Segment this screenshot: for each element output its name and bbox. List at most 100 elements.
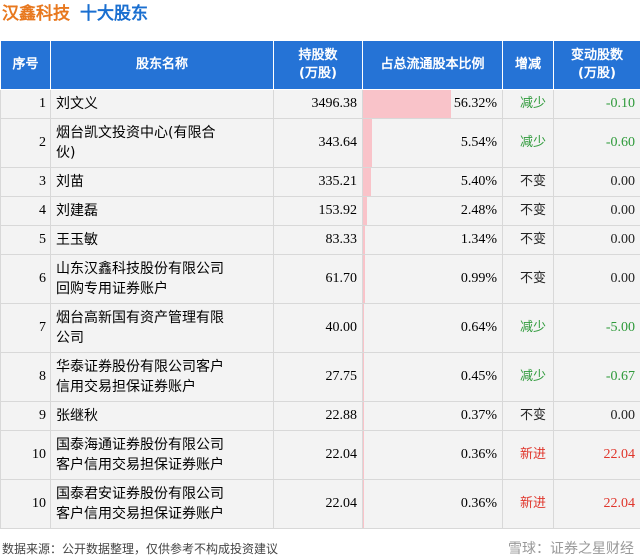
shares: 3496.38: [273, 89, 363, 119]
shareholder-name: 烟台高新国有资产管理有限公司: [56, 310, 224, 346]
ratio-bar: [363, 226, 366, 254]
ratio-cell: 1.34%: [362, 225, 503, 255]
row: 2 烟台凯文投资中心(有限合伙) 343.64 5.54% 减少 -0.60: [0, 118, 640, 168]
change-type: 不变: [502, 196, 554, 226]
shares: 343.64: [273, 118, 363, 168]
shareholder-name: 山东汉鑫科技股份有限公司回购专用证券账户: [56, 261, 224, 297]
change-type: 不变: [502, 401, 554, 431]
ratio-bar: [363, 90, 451, 118]
name-cell: 刘苗: [50, 167, 274, 197]
ratio-label: 0.36%: [460, 447, 497, 462]
ratio-label: 0.37%: [460, 408, 497, 423]
rank: 7: [0, 303, 51, 353]
name-cell: 张继秋: [50, 401, 274, 431]
column-header-line: 变动股数: [570, 48, 623, 63]
ratio-bar: [363, 431, 364, 479]
footer-source: 数据来源：公开数据整理，仅供参考不构成投资建议: [2, 542, 279, 556]
ratio-cell: 2.48%: [362, 196, 503, 226]
ratio-label: 56.32%: [453, 96, 497, 111]
column-header-line: (万股): [578, 66, 616, 81]
ratio-bar: [363, 255, 365, 303]
shareholder-name: 刘苗: [56, 174, 84, 190]
name-cell: 刘文义: [50, 89, 274, 119]
rank: 1: [0, 89, 51, 119]
shares: 153.92: [273, 196, 363, 226]
change-type: 新进: [502, 479, 554, 529]
ratio-cell: 5.54%: [362, 118, 503, 168]
rank: 10: [0, 479, 51, 529]
shareholder-table: 序号 股东名称 持股数 (万股) 占总流通股本比例 增减 变动股数 (万股) 1 刘文义 3496…: [0, 40, 640, 529]
change-type: 不变: [502, 254, 554, 304]
ratio-cell: 56.32%: [362, 89, 503, 119]
ratio-bar: [363, 197, 367, 225]
change-type: 减少: [502, 352, 554, 402]
rank: 6: [0, 254, 51, 304]
change-type: 不变: [502, 167, 554, 197]
rank: 3: [0, 167, 51, 197]
shares: 83.33: [273, 225, 363, 255]
change-amount: -5.00: [553, 303, 640, 353]
shares: 40.00: [273, 303, 363, 353]
name-cell: 王玉敏: [50, 225, 274, 255]
row: 7 烟台高新国有资产管理有限公司 40.00 0.64% 减少 -5.00: [0, 303, 640, 353]
shareholder-name: 刘建磊: [56, 203, 98, 219]
change-amount: 0.00: [553, 225, 640, 255]
ratio-bar: [363, 480, 364, 528]
change-amount: 0.00: [553, 196, 640, 226]
row: 10 国泰君安证券股份有限公司客户信用交易担保证券账户 22.04 0.36% 新进 22…: [0, 479, 640, 529]
row: 8 华泰证券股份有限公司客户信用交易担保证券账户 27.75 0.45% 减少 -0.67: [0, 352, 640, 402]
ratio-cell: 0.36%: [362, 430, 503, 480]
shares: 27.75: [273, 352, 363, 402]
name-cell: 烟台高新国有资产管理有限公司: [50, 303, 274, 353]
change-amount: 0.00: [553, 167, 640, 197]
name-cell: 华泰证券股份有限公司客户信用交易担保证券账户: [50, 352, 274, 402]
change-amount: -0.60: [553, 118, 640, 168]
column-header-line: (万股): [299, 66, 337, 81]
ratio-label: 5.54%: [460, 135, 497, 150]
ratio-label: 0.64%: [460, 320, 497, 335]
title: 汉鑫科技 十大股东: [2, 2, 148, 26]
shares: 22.04: [273, 430, 363, 480]
shareholder-name: 国泰海通证券股份有限公司客户信用交易担保证券账户: [56, 437, 224, 473]
shareholder-name: 国泰君安证券股份有限公司客户信用交易担保证券账户: [56, 486, 224, 522]
row: 5 王玉敏 83.33 1.34% 不变 0.00: [0, 225, 640, 255]
shares: 61.70: [273, 254, 363, 304]
column-header: 增减: [502, 40, 554, 90]
column-header: 股东名称: [50, 40, 274, 90]
column-header-line: 持股数: [298, 48, 338, 63]
ratio-cell: 0.45%: [362, 352, 503, 402]
name-cell: 烟台凯文投资中心(有限合伙): [50, 118, 274, 168]
column-header: 变动股数 (万股): [553, 40, 640, 90]
change-type: 减少: [502, 118, 554, 168]
ratio-bar: [363, 353, 364, 401]
change-amount: 0.00: [553, 254, 640, 304]
footer-brand: 雪球：证券之星财经: [508, 541, 634, 557]
change-amount: 0.00: [553, 401, 640, 431]
change-amount: 22.04: [553, 430, 640, 480]
shares: 335.21: [273, 167, 363, 197]
ratio-label: 1.34%: [460, 232, 497, 247]
change-type: 减少: [502, 303, 554, 353]
change-type: 不变: [502, 225, 554, 255]
shareholder-name: 烟台凯文投资中心(有限合伙): [56, 125, 216, 161]
ratio-bar: [363, 168, 372, 196]
shareholder-name: 王玉敏: [56, 232, 98, 248]
column-header: 占总流通股本比例: [362, 40, 503, 90]
column-header: 序号: [0, 40, 51, 90]
shares: 22.04: [273, 479, 363, 529]
row: 1 刘文义 3496.38 56.32% 减少 -0.10: [0, 89, 640, 119]
change-type: 新进: [502, 430, 554, 480]
ratio-label: 2.48%: [460, 203, 497, 218]
shareholder-name: 刘文义: [56, 96, 98, 112]
change-amount: -0.67: [553, 352, 640, 402]
topic: 十大股东: [80, 4, 148, 24]
ratio-bar: [363, 119, 372, 167]
rank: 8: [0, 352, 51, 402]
change-type: 减少: [502, 89, 554, 119]
change-amount: 22.04: [553, 479, 640, 529]
row: 9 张继秋 22.88 0.37% 不变 0.00: [0, 401, 640, 431]
shareholder-name: 张继秋: [56, 408, 98, 424]
ratio-cell: 0.36%: [362, 479, 503, 529]
name-cell: 山东汉鑫科技股份有限公司回购专用证券账户: [50, 254, 274, 304]
